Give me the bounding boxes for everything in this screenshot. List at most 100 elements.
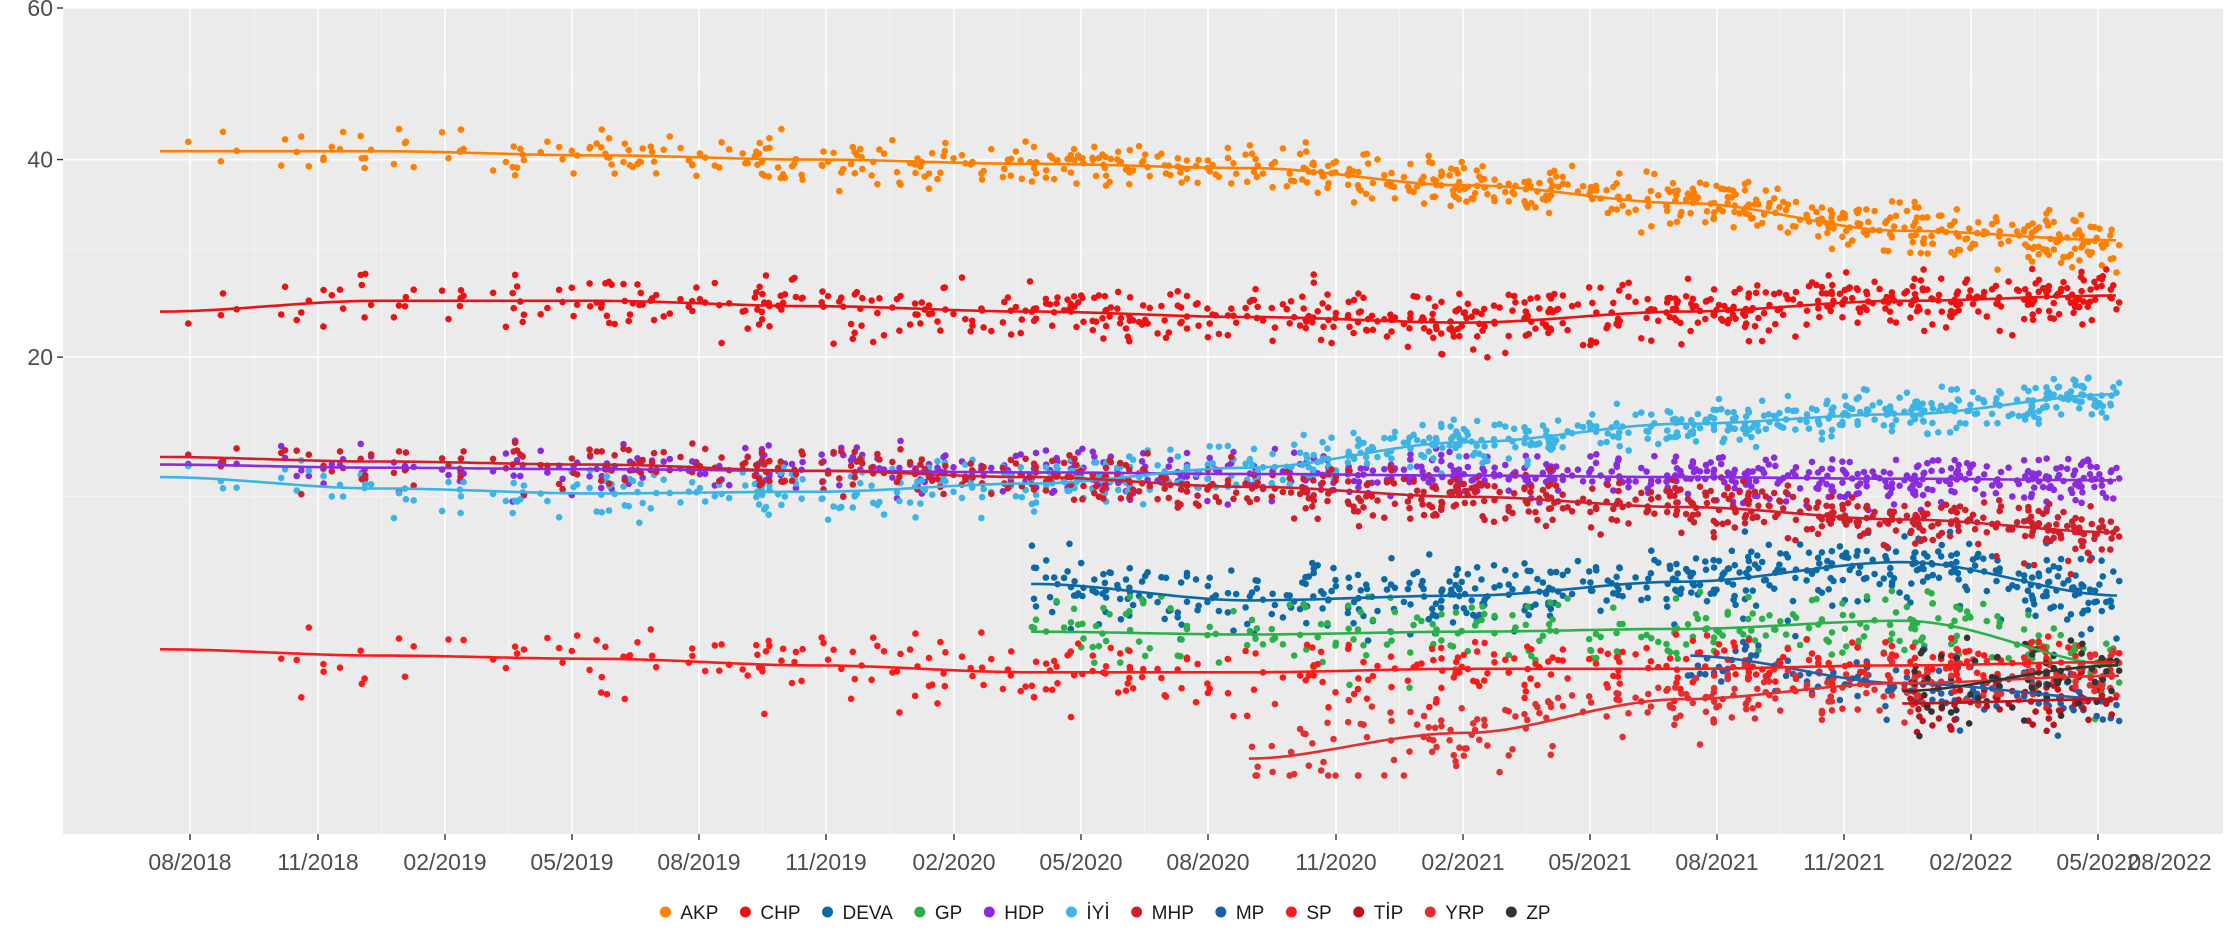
series-hdp-4-point [1893, 457, 1900, 464]
series-chp-1-point [1560, 292, 1567, 299]
series-chp-1-point [2103, 266, 2110, 273]
series-akp-0-point [556, 144, 563, 151]
series-chp-1-point [1013, 304, 1020, 311]
series-gp-3-point [1450, 643, 1457, 650]
series-akp-0-point [1310, 162, 1317, 169]
series-chp-1-point [1370, 327, 1377, 334]
series-deva-2-point [1381, 576, 1388, 583]
series-mhp-6-point [1363, 493, 1370, 500]
series-mhp-6-point [1496, 489, 1503, 496]
series-chp-1-point [1547, 325, 1554, 332]
series-chp-1-point [1355, 290, 1362, 297]
series-chp-1-point [1523, 332, 1530, 339]
series-sp-8-point [445, 636, 452, 643]
series-mhp-6-point [458, 455, 465, 462]
series-akp-0-point [1815, 233, 1822, 240]
series-chp-1-point [514, 283, 521, 290]
series-chp-1-point [1943, 324, 1950, 331]
series-akp-0-point [1792, 223, 1799, 230]
series-iyi-5-point [1527, 442, 1534, 449]
series-deva-2-point [1481, 597, 1488, 604]
series-chp-1-point [1678, 341, 1685, 348]
series-akp-0-point [1889, 198, 1896, 205]
series-chp-1-point [851, 330, 858, 337]
series-akp-0-point [1405, 183, 1412, 190]
series-chp-1-point [2113, 306, 2120, 313]
series-hdp-4-point [1655, 478, 1662, 485]
series-mhp-6-point [2035, 508, 2042, 515]
series-mhp-6-point [1980, 514, 1987, 521]
series-akp-0-point [876, 146, 883, 153]
series-gp-3-point [1358, 609, 1365, 616]
series-iyi-5-point [586, 485, 593, 492]
series-chp-1-point [1759, 338, 1766, 345]
series-chp-1-point [1936, 292, 1943, 299]
series-mhp-6-point [1310, 477, 1317, 484]
series-mhp-6-point [1099, 487, 1106, 494]
series-chp-1-point [1154, 330, 1161, 337]
series-iyi-5-point [1948, 386, 1955, 393]
series-gp-3-point [1272, 635, 1279, 642]
series-mhp-6-point [1543, 523, 1550, 530]
series-akp-0-point [1904, 208, 1911, 215]
series-hdp-4-point [1446, 449, 1453, 456]
series-gp-3-point [1967, 614, 1974, 621]
series-gp-3-point [2116, 679, 2123, 686]
series-mhp-6-point [1863, 505, 1870, 512]
series-mhp-6-point [1302, 505, 1309, 512]
series-deva-2-point [1938, 553, 1945, 560]
series-mhp-6-point [1178, 486, 1185, 493]
series-iyi-5-point [396, 490, 403, 497]
series-akp-0-point [521, 157, 528, 164]
series-chp-1-point [1719, 317, 1726, 324]
series-sp-8-point [1910, 644, 1917, 651]
series-chp-1-point [1829, 282, 1836, 289]
series-mp-7-point [1743, 643, 1750, 650]
series-sp-8-point [1244, 713, 1251, 720]
series-hdp-4-point [1673, 453, 1680, 460]
series-akp-0-point [340, 129, 347, 136]
series-hdp-4-point [2087, 463, 2094, 470]
series-mhp-6-point [1061, 460, 1068, 467]
series-iyi-5-point [1453, 428, 1460, 435]
series-iyi-5-point [329, 493, 336, 500]
series-deva-2-point [2014, 584, 2021, 591]
series-mhp-6-point [942, 463, 949, 470]
series-iyi-5-point [1251, 446, 1258, 453]
series-iyi-5-point [799, 476, 806, 483]
series-akp-0-point [357, 133, 364, 140]
series-chp-1-point [1743, 320, 1750, 327]
series-chp-1-point [1753, 290, 1760, 297]
series-sp-8-point [1523, 688, 1530, 695]
series-sp-8-point [825, 656, 832, 663]
series-chp-1-point [1687, 328, 1694, 335]
series-gp-3-point [1184, 623, 1191, 630]
series-iyi-5-point [1407, 464, 1414, 471]
series-gp-3-point [1610, 604, 1617, 611]
series-iyi-5-point [233, 484, 240, 491]
series-mhp-6-point [919, 456, 926, 463]
series-iyi-5-point [1896, 394, 1903, 401]
series-gp-3-point [1252, 635, 1259, 642]
series-chp-1-point [1114, 305, 1121, 312]
series-sp-8-point [830, 647, 837, 654]
series-akp-0-point [1355, 169, 1362, 176]
series-deva-2-point [1644, 595, 1651, 602]
series-mhp-6-point [1597, 531, 1604, 538]
series-chp-1-point [1017, 330, 1024, 337]
series-deva-2-point [1071, 578, 1078, 585]
series-mhp-6-point [1783, 489, 1790, 496]
series-iyi-5-point [950, 489, 957, 496]
series-tip-9-point [2103, 700, 2110, 707]
series-akp-0-point [1616, 170, 1623, 177]
series-deva-2-point [1605, 577, 1612, 584]
series-chp-1-point [1920, 287, 1927, 294]
series-iyi-5-point [1280, 477, 1287, 484]
series-akp-0-point [1509, 189, 1516, 196]
series-gp-3-point [1994, 613, 2001, 620]
series-iyi-5-point [1953, 425, 1960, 432]
series-deva-2-point [1066, 541, 1073, 548]
series-gp-3-point [1345, 602, 1352, 609]
series-mhp-6-point [2031, 562, 2038, 569]
series-deva-2-point [1993, 578, 2000, 585]
